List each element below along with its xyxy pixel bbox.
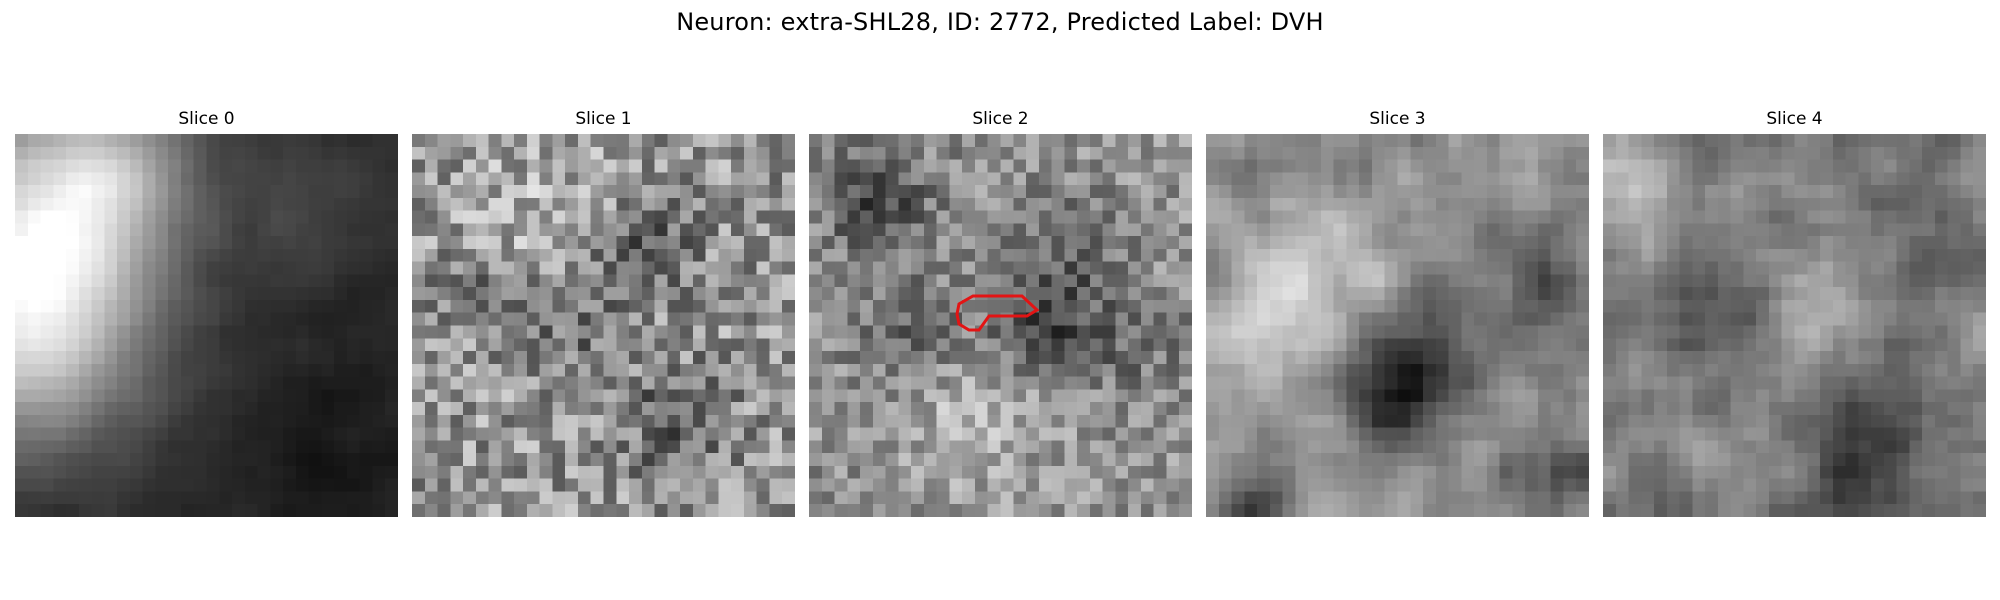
slice-title: Slice 1: [575, 109, 632, 129]
slice-image: [15, 134, 398, 517]
slice-panel-3: Slice 3: [1206, 108, 1589, 517]
slice-title: Slice 3: [1369, 109, 1426, 129]
slice-image: [1603, 134, 1986, 517]
slice-panel-4: Slice 4: [1603, 108, 1986, 517]
slice-panel-1: Slice 1: [412, 108, 795, 517]
slice-title: Slice 0: [178, 109, 235, 129]
slice-title: Slice 4: [1766, 109, 1823, 129]
slice-image: [809, 134, 1192, 517]
slice-title: Slice 2: [972, 109, 1029, 129]
figure-title: Neuron: extra-SHL28, ID: 2772, Predicted…: [676, 8, 1324, 36]
slice-image: [412, 134, 795, 517]
slice-image: [1206, 134, 1589, 517]
slice-panel-2: Slice 2: [809, 108, 1192, 517]
slice-panel-0: Slice 0: [15, 108, 398, 517]
